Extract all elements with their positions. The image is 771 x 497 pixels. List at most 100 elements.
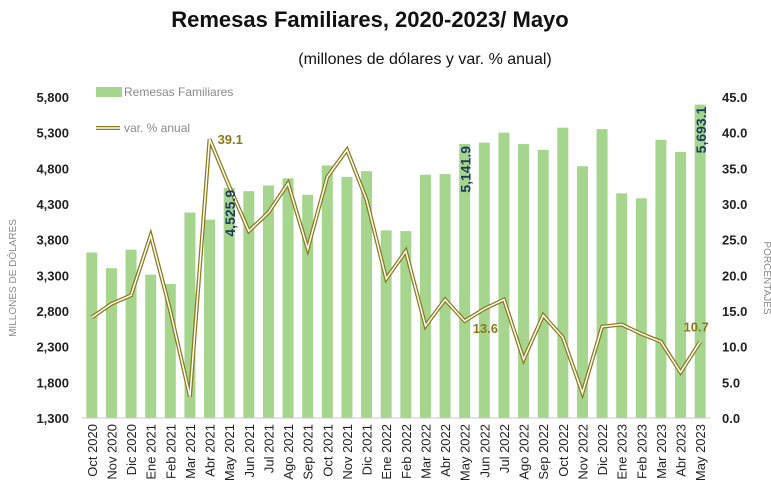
line-series <box>90 138 702 400</box>
right-tick-label: 15.0 <box>722 304 747 319</box>
x-tick-label: Jun 2022 <box>477 424 492 478</box>
right-tick-label: 25.0 <box>722 233 747 248</box>
x-tick-label: Dic 2021 <box>360 424 375 475</box>
x-tick-label: Jul 2021 <box>261 424 276 473</box>
bar-value-label: 4,525.9 <box>222 190 238 237</box>
bar-series <box>86 104 706 419</box>
x-tick-label: Ene 2021 <box>144 424 159 480</box>
x-tick-label: Ene 2023 <box>615 424 630 480</box>
bar <box>223 187 235 418</box>
x-tick-label: Sep 2021 <box>301 424 316 480</box>
left-tick-label: 3,300 <box>36 268 69 283</box>
x-tick-label: Mar 2023 <box>654 424 669 479</box>
bar <box>459 143 471 418</box>
chart-subtitle: (millones de dólares y var. % anual) <box>298 51 551 68</box>
left-axis: 1,300 1,800 2,300 2,800 3,300 3,800 4,300 4,800… <box>36 90 69 426</box>
bar <box>655 139 667 419</box>
left-tick-label: 2,800 <box>36 304 69 319</box>
x-tick-label: Sep 2022 <box>536 424 551 480</box>
x-tick-label: Oct 2021 <box>320 424 335 477</box>
bar <box>694 104 706 418</box>
pct-value-label: 13.6 <box>473 321 498 336</box>
left-tick-label: 5,800 <box>36 90 69 105</box>
bar <box>675 151 687 418</box>
pct-line-outer <box>90 138 702 400</box>
x-tick-label: Oct 2022 <box>556 424 571 477</box>
left-tick-label: 5,300 <box>36 126 69 141</box>
x-tick-label: Mar 2022 <box>418 424 433 479</box>
right-tick-label: 20.0 <box>722 268 747 283</box>
right-tick-label: 30.0 <box>722 197 747 212</box>
x-tick-label: Abr 2023 <box>674 424 689 477</box>
left-tick-label: 3,800 <box>36 233 69 248</box>
x-tick-label: Abr 2021 <box>203 424 218 477</box>
x-tick-label: Nov 2021 <box>340 424 355 480</box>
x-tick-label: Nov 2022 <box>575 424 590 480</box>
x-tick-label: Feb 2023 <box>634 424 649 479</box>
x-tick-label: Mar 2021 <box>183 424 198 479</box>
x-tick-label: Ene 2022 <box>379 424 394 480</box>
bar <box>557 127 569 419</box>
right-tick-label: 45.0 <box>722 90 747 105</box>
left-axis-label: MILLONES DE DÓLARES <box>6 219 19 337</box>
bar <box>341 176 353 418</box>
pct-value-label: 39.1 <box>218 132 243 147</box>
right-tick-label: 5.0 <box>722 375 740 390</box>
bar <box>635 198 647 418</box>
right-tick-label: 35.0 <box>722 161 747 176</box>
bar <box>576 166 588 418</box>
right-axis: 0.0 5.0 10.0 15.0 20.0 25.0 30.0 35.0 40.0 45.0 <box>722 90 747 426</box>
data-labels: 4,525.9 5,141.9 5,693.1 39.1 13.6 10.7 <box>218 106 710 336</box>
x-tick-label: Jul 2022 <box>497 424 512 473</box>
right-tick-label: 10.0 <box>722 340 747 355</box>
x-tick-label: Dic 2022 <box>595 424 610 475</box>
left-tick-label: 1,800 <box>36 375 69 390</box>
x-tick-label: Dic 2020 <box>124 424 139 475</box>
bar <box>498 132 510 419</box>
bar <box>204 219 216 418</box>
bar-value-label: 5,693.1 <box>693 106 709 153</box>
legend-label-line: var. % anual <box>124 121 190 135</box>
bar <box>537 149 549 419</box>
bar <box>262 185 274 418</box>
x-tick-label: May 2021 <box>222 424 237 481</box>
legend-swatch-bar <box>96 87 122 97</box>
legend-label-bar: Remesas Familiares <box>124 85 233 99</box>
bar <box>321 165 333 418</box>
bar <box>164 283 176 418</box>
bar <box>518 144 530 418</box>
left-tick-label: 4,800 <box>36 161 69 176</box>
x-tick-label: Oct 2020 <box>85 424 100 477</box>
left-tick-label: 1,300 <box>36 411 69 426</box>
left-tick-label: 2,300 <box>36 340 69 355</box>
bar <box>243 191 255 418</box>
bar <box>380 230 392 418</box>
right-tick-label: 40.0 <box>722 126 747 141</box>
x-tick-label: Ago 2022 <box>517 424 532 480</box>
bar <box>302 194 314 418</box>
x-tick-label: Abr 2022 <box>438 424 453 477</box>
bar <box>616 193 628 418</box>
bar <box>184 212 196 418</box>
x-tick-label: May 2022 <box>458 424 473 481</box>
x-tick-label: May 2023 <box>693 424 708 481</box>
x-tick-label: Feb 2022 <box>399 424 414 479</box>
bar <box>145 274 157 418</box>
bar <box>478 142 490 418</box>
bar <box>400 231 412 418</box>
bar <box>596 129 608 418</box>
bar <box>125 249 137 418</box>
bar <box>439 174 451 418</box>
bar <box>86 252 98 418</box>
bar <box>361 171 373 418</box>
chart-title: Remesas Familiares, 2020-2023/ Mayo <box>171 7 568 32</box>
bar <box>105 268 117 418</box>
x-axis: Oct 2020 Nov 2020 Dic 2020 Ene 2021 Feb 2021… <box>85 424 708 481</box>
right-tick-label: 0.0 <box>722 411 740 426</box>
bar <box>419 174 431 418</box>
legend: Remesas Familiares var. % anual <box>96 85 233 135</box>
pct-line-inner <box>91 138 701 397</box>
left-tick-label: 4,300 <box>36 197 69 212</box>
bar <box>282 178 294 418</box>
